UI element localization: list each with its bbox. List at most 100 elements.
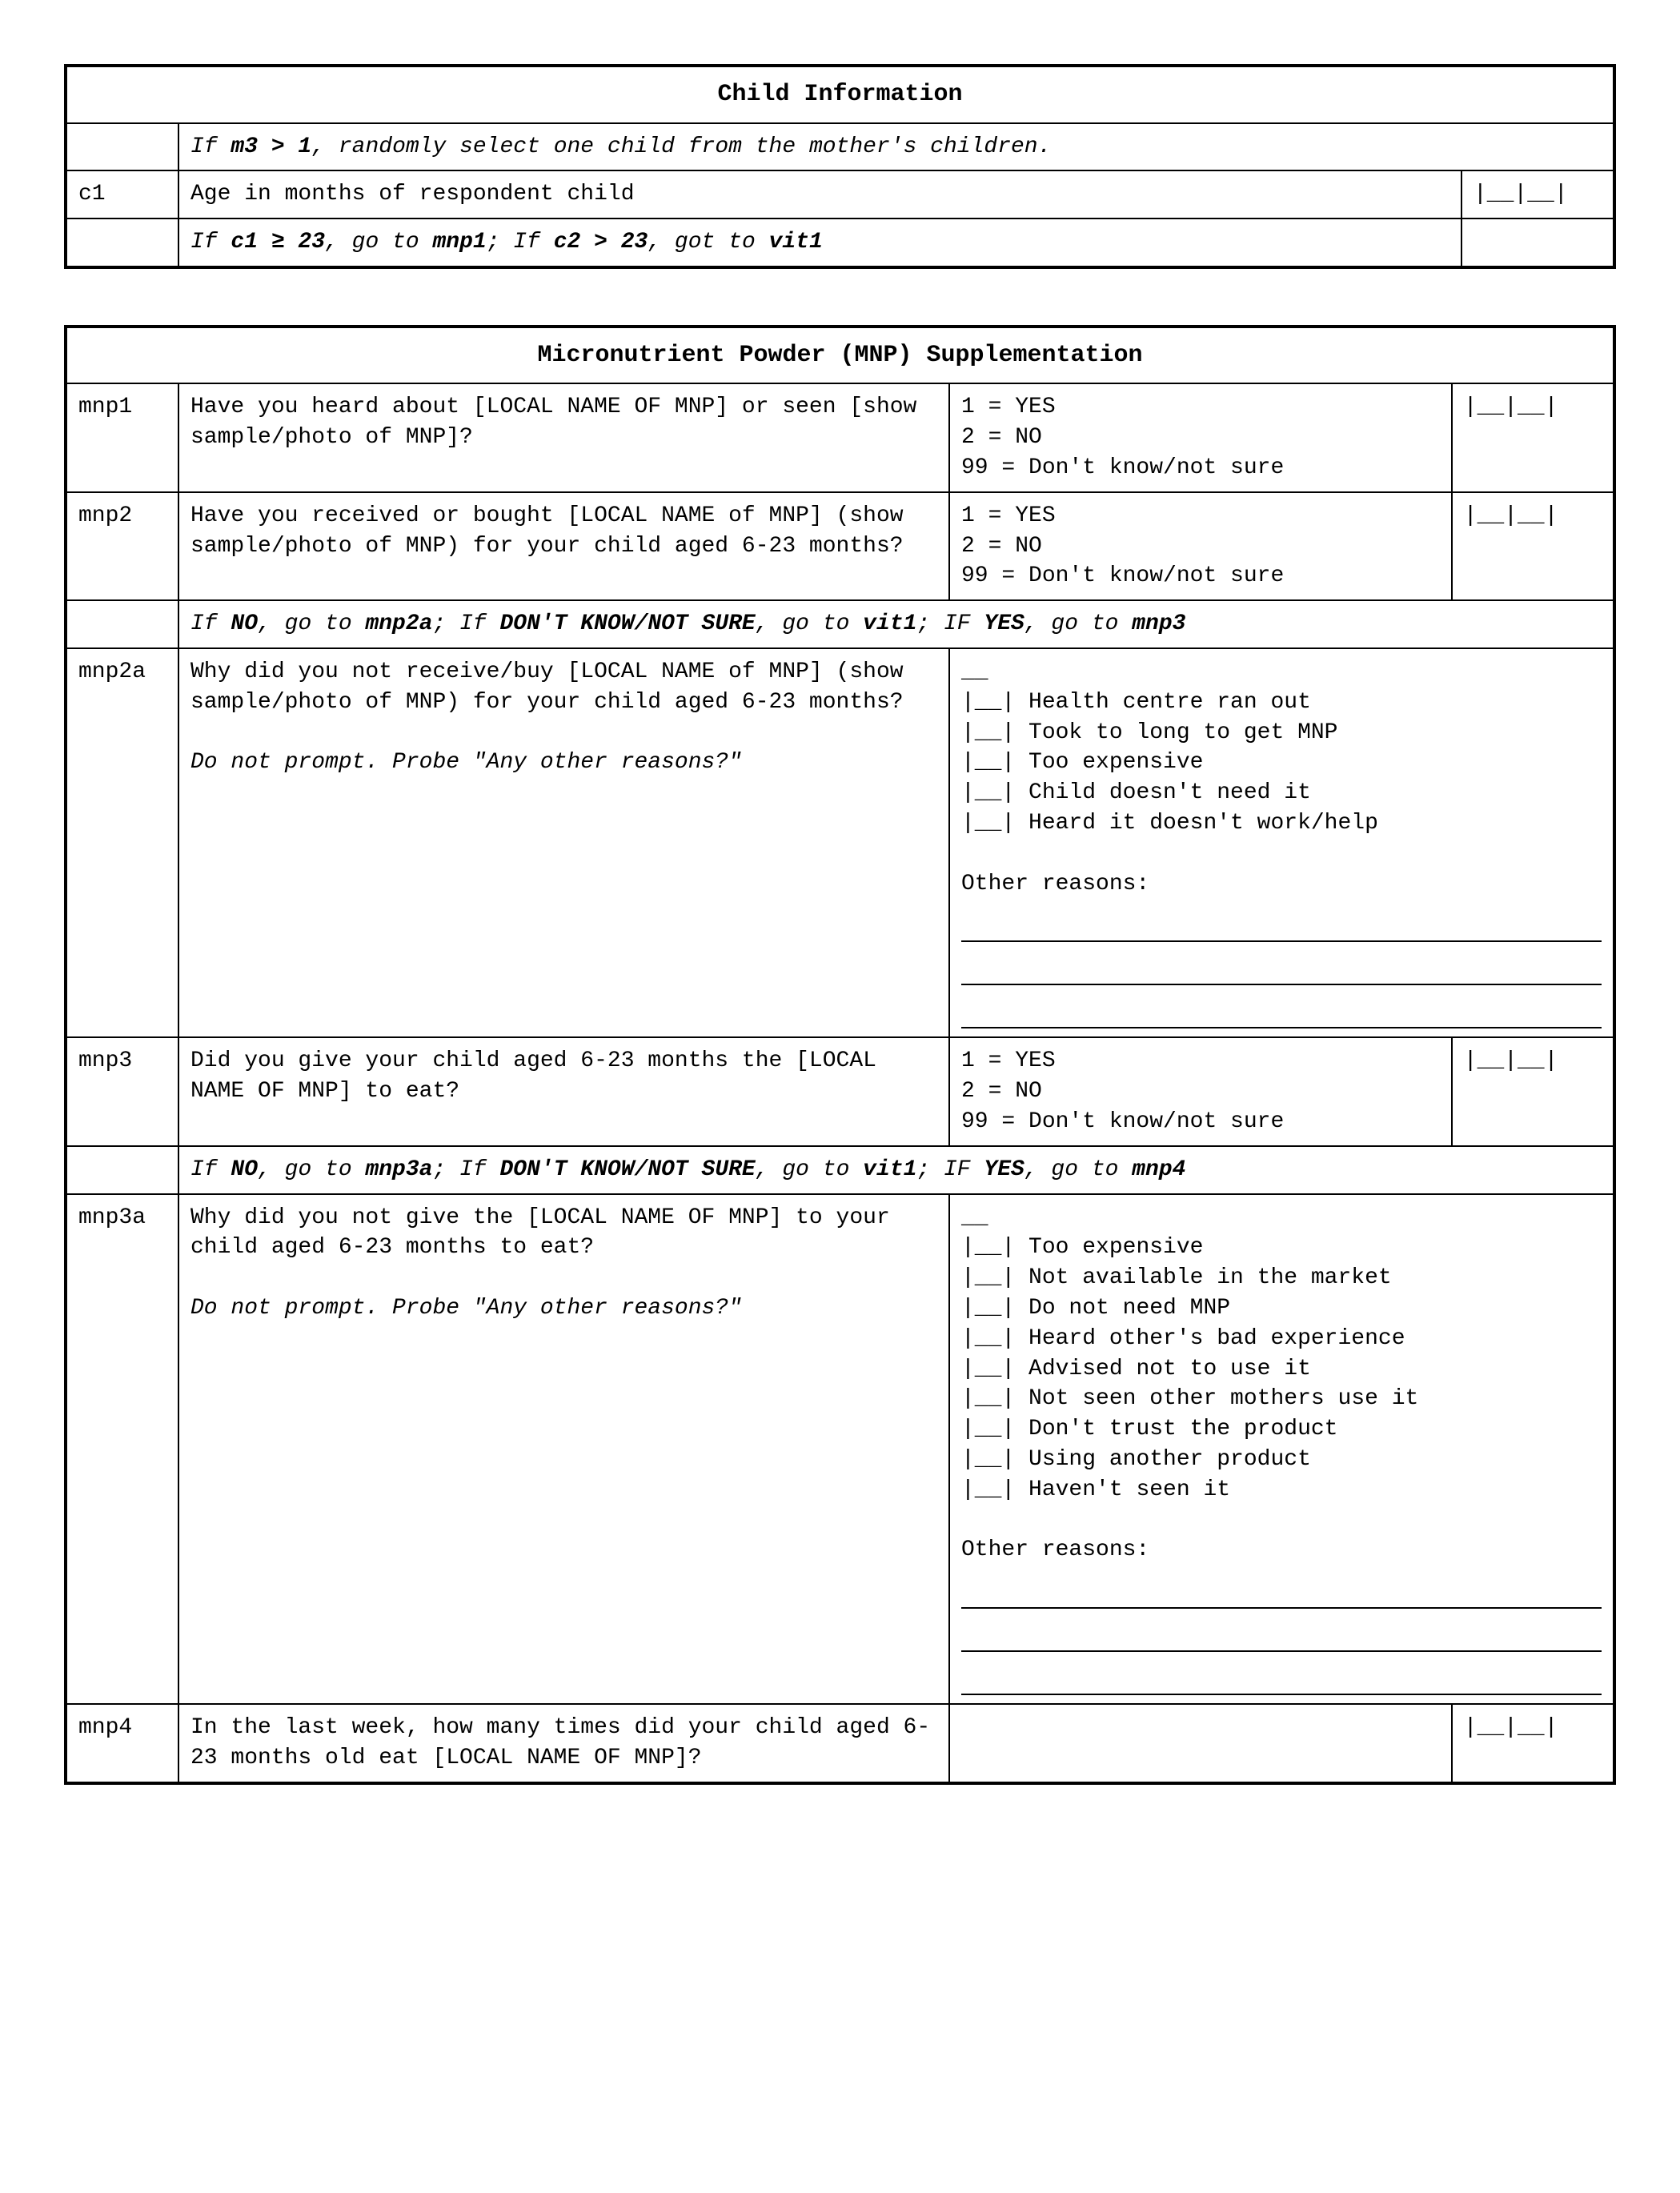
option-label: Heard it doesn't work/help [1028, 811, 1378, 836]
skip-text: ; If [487, 230, 554, 255]
mnp2-code: mnp2 [66, 492, 178, 600]
skip-text: ; If [432, 611, 499, 636]
skip-bold: vit1 [863, 1157, 916, 1182]
mnp2a-option[interactable]: |__| Child doesn't need it [961, 778, 1602, 808]
skip-text: , go to [1024, 1157, 1132, 1182]
skip-bold: mnp2a [365, 611, 432, 636]
option-label: Don't trust the product [1028, 1417, 1337, 1441]
checkbox-icon: |__| [961, 690, 1028, 715]
checkbox-icon: |__| [961, 1265, 1028, 1290]
child-information-table: Child Information If m3 > 1, randomly se… [64, 64, 1616, 269]
mnp1-answer-field[interactable]: |__|__| [1452, 383, 1614, 491]
empty-code-cell [66, 1146, 178, 1194]
mnp3-code: mnp3 [66, 1037, 178, 1145]
mnp3-answer-field[interactable]: |__|__| [1452, 1037, 1614, 1145]
instr-bold: m3 > 1 [231, 134, 311, 159]
other-reason-line[interactable] [961, 956, 1602, 985]
mnp3-skip-instruction: If NO, go to mnp3a; If DON'T KNOW/NOT SU… [178, 1146, 1614, 1194]
checkbox-icon: |__| [961, 1447, 1028, 1472]
c1-code: c1 [66, 170, 178, 218]
instr-pre: If [190, 134, 231, 159]
skip-text: , got to [648, 230, 768, 255]
mnp-title: Micronutrient Powder (MNP) Supplementati… [66, 327, 1614, 384]
mnp3a-option[interactable]: |__| Advised not to use it [961, 1354, 1602, 1385]
checkbox-icon: |__| [961, 1326, 1028, 1351]
mnp3a-option[interactable]: |__| Too expensive [961, 1233, 1602, 1263]
empty-code-cell [66, 600, 178, 648]
skip-bold: vit1 [863, 611, 916, 636]
c1-question: Age in months of respondent child [178, 170, 1461, 218]
skip-text: , go to [325, 230, 432, 255]
checkbox-icon: |__| [961, 780, 1028, 805]
mnp3a-options-cell: __ |__| Too expensive |__| Not available… [949, 1194, 1614, 1705]
skip-text: ; If [432, 1157, 499, 1182]
mnp2a-probe: Do not prompt. Probe "Any other reasons?… [190, 748, 937, 778]
other-reason-line[interactable] [961, 1580, 1602, 1609]
skip-bold: NO [231, 1157, 258, 1182]
empty-code-cell [66, 218, 178, 267]
other-reason-line[interactable] [961, 1623, 1602, 1652]
option-no: 2 = NO [961, 423, 1440, 453]
skip-bold: c2 > 23 [554, 230, 648, 255]
option-label: Not seen other mothers use it [1028, 1386, 1418, 1411]
skip-bold: YES [984, 1157, 1024, 1182]
mnp4-code: mnp4 [66, 1704, 178, 1783]
option-label: Using another product [1028, 1447, 1311, 1472]
skip-bold: DON'T KNOW/NOT SURE [499, 611, 755, 636]
skip-bold: vit1 [769, 230, 823, 255]
other-reason-line[interactable] [961, 913, 1602, 942]
mnp3a-option[interactable]: |__| Haven't seen it [961, 1475, 1602, 1505]
mnp2a-question: Why did you not receive/buy [LOCAL NAME … [190, 657, 937, 718]
mnp2a-option[interactable]: |__| Heard it doesn't work/help [961, 808, 1602, 839]
skip-bold: YES [984, 611, 1024, 636]
option-label: Not available in the market [1028, 1265, 1392, 1290]
mnp2a-option[interactable]: |__| Took to long to get MNP [961, 718, 1602, 748]
other-reasons-label: Other reasons: [961, 1535, 1602, 1566]
child-info-title: Child Information [66, 66, 1614, 123]
mnp2a-option[interactable]: |__| Health centre ran out [961, 688, 1602, 718]
other-reason-line[interactable] [961, 1666, 1602, 1695]
option-label: Haven't seen it [1028, 1477, 1230, 1502]
option-no: 2 = NO [961, 531, 1440, 562]
option-label: Health centre ran out [1028, 690, 1311, 715]
skip-text: ; IF [916, 611, 984, 636]
option-label: Too expensive [1028, 750, 1203, 775]
instr-post: , randomly select one child from the mot… [311, 134, 1051, 159]
mnp3a-option[interactable]: |__| Do not need MNP [961, 1293, 1602, 1324]
option-yes: 1 = YES [961, 501, 1440, 531]
mnp3-options: 1 = YES 2 = NO 99 = Don't know/not sure [949, 1037, 1452, 1145]
option-label: Do not need MNP [1028, 1296, 1230, 1321]
mnp1-options: 1 = YES 2 = NO 99 = Don't know/not sure [949, 383, 1452, 491]
mnp3a-option[interactable]: |__| Heard other's bad experience [961, 1324, 1602, 1354]
c1-answer-field[interactable]: |__|__| [1461, 170, 1614, 218]
mnp3a-option[interactable]: |__| Don't trust the product [961, 1414, 1602, 1445]
mnp3a-option[interactable]: |__| Not seen other mothers use it [961, 1384, 1602, 1414]
skip-bold: NO [231, 611, 258, 636]
option-dk: 99 = Don't know/not sure [961, 561, 1440, 591]
checkbox-header: __ [961, 1203, 1602, 1233]
mnp2a-code: mnp2a [66, 648, 178, 1037]
mnp2a-option[interactable]: |__| Too expensive [961, 748, 1602, 778]
skip-text: , go to [1024, 611, 1132, 636]
mnp3a-option[interactable]: |__| Not available in the market [961, 1263, 1602, 1293]
checkbox-header: __ [961, 657, 1602, 688]
mnp2-answer-field[interactable]: |__|__| [1452, 492, 1614, 600]
skip-text: , go to [258, 611, 365, 636]
mnp2a-question-cell: Why did you not receive/buy [LOCAL NAME … [178, 648, 949, 1037]
option-dk: 99 = Don't know/not sure [961, 453, 1440, 483]
checkbox-icon: |__| [961, 1235, 1028, 1260]
skip-text: If [190, 230, 231, 255]
option-label: Advised not to use it [1028, 1357, 1311, 1381]
mnp3a-code: mnp3a [66, 1194, 178, 1705]
mnp1-code: mnp1 [66, 383, 178, 491]
other-reason-line[interactable] [961, 1000, 1602, 1028]
checkbox-icon: |__| [961, 1417, 1028, 1441]
skip-bold: mnp4 [1132, 1157, 1185, 1182]
mnp4-answer-field[interactable]: |__|__| [1452, 1704, 1614, 1783]
option-label: Took to long to get MNP [1028, 720, 1337, 745]
skip-bold: DON'T KNOW/NOT SURE [499, 1157, 755, 1182]
child-info-instruction: If m3 > 1, randomly select one child fro… [178, 123, 1614, 171]
other-reasons-label: Other reasons: [961, 869, 1602, 900]
mnp4-options [949, 1704, 1452, 1783]
mnp3a-option[interactable]: |__| Using another product [961, 1445, 1602, 1475]
